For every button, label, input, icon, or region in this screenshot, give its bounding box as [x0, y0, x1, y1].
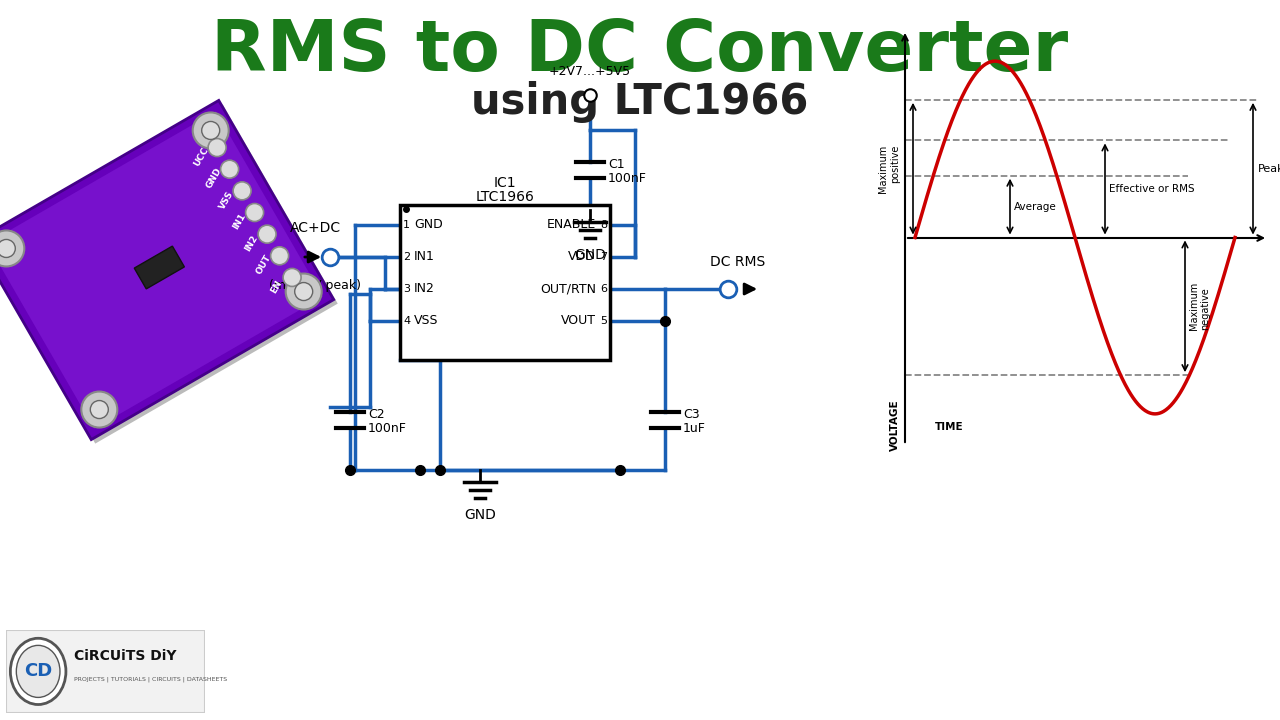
Text: 100nF: 100nF [369, 421, 407, 434]
Text: 1: 1 [403, 220, 410, 230]
Text: VOUT: VOUT [561, 315, 596, 328]
Text: LTC1966: LTC1966 [476, 190, 535, 204]
Text: using LTC1966: using LTC1966 [471, 81, 809, 123]
Text: 2: 2 [403, 252, 410, 262]
Text: EN: EN [269, 278, 284, 294]
Text: 100nF: 100nF [608, 171, 646, 184]
Polygon shape [0, 112, 323, 428]
Circle shape [0, 230, 24, 266]
Bar [134, 246, 184, 289]
Text: OUT/RTN: OUT/RTN [540, 282, 596, 295]
Text: IN2: IN2 [243, 233, 260, 253]
Text: Average: Average [1014, 202, 1057, 212]
Text: VSS: VSS [218, 189, 236, 210]
Text: Peak: Peak [1258, 163, 1280, 174]
Text: ENABLE: ENABLE [547, 218, 596, 232]
Text: IN1: IN1 [413, 251, 435, 264]
Circle shape [246, 204, 264, 222]
Text: VDD: VDD [568, 251, 596, 264]
Bar [399, 205, 611, 360]
Circle shape [259, 225, 276, 243]
Text: UCC: UCC [192, 145, 210, 168]
Circle shape [91, 400, 109, 418]
Circle shape [270, 247, 288, 265]
Circle shape [17, 645, 60, 698]
Text: OUT: OUT [255, 253, 273, 276]
Circle shape [10, 638, 67, 704]
Text: GND: GND [573, 248, 605, 262]
Text: Maximum
negative: Maximum negative [1189, 282, 1211, 330]
Text: 6: 6 [600, 284, 607, 294]
Text: (max.1V peak): (max.1V peak) [269, 279, 361, 292]
Text: Maximum
positive: Maximum positive [878, 145, 900, 193]
Text: DC RMS: DC RMS [710, 255, 765, 269]
Text: C1: C1 [608, 158, 625, 171]
Circle shape [202, 122, 220, 140]
Circle shape [285, 274, 321, 310]
Text: VOLTAGE: VOLTAGE [890, 399, 900, 451]
Text: 7: 7 [600, 252, 607, 262]
Text: CD: CD [24, 662, 52, 680]
Text: 3: 3 [403, 284, 410, 294]
Text: AC+DC: AC+DC [289, 221, 340, 235]
Text: GND: GND [413, 218, 443, 232]
Text: 4: 4 [403, 316, 410, 326]
Text: CiRCUiTS DiY: CiRCUiTS DiY [74, 649, 177, 663]
Circle shape [283, 269, 301, 287]
Text: RMS to DC Converter: RMS to DC Converter [211, 17, 1069, 86]
Circle shape [0, 240, 15, 258]
Circle shape [209, 138, 227, 156]
Text: GND: GND [465, 508, 495, 522]
Circle shape [294, 282, 312, 300]
Polygon shape [0, 104, 338, 444]
Text: TIME: TIME [934, 422, 964, 432]
Text: PROJECTS | TUTORIALS | CIRCUITS | DATASHEETS: PROJECTS | TUTORIALS | CIRCUITS | DATASH… [74, 677, 227, 683]
Polygon shape [0, 100, 334, 440]
Text: IC1: IC1 [494, 176, 516, 190]
Text: 5: 5 [600, 316, 607, 326]
Text: IN2: IN2 [413, 282, 435, 295]
Circle shape [233, 182, 251, 200]
Text: IN1: IN1 [230, 212, 247, 231]
Text: Effective or RMS: Effective or RMS [1108, 184, 1194, 194]
Text: GND: GND [205, 166, 224, 190]
Circle shape [220, 160, 238, 178]
Text: 1uF: 1uF [684, 421, 705, 434]
Text: C3: C3 [684, 408, 700, 421]
Text: +2V7...+5V5: +2V7...+5V5 [549, 65, 631, 78]
Text: VSS: VSS [413, 315, 439, 328]
Text: C2: C2 [369, 408, 384, 420]
Circle shape [193, 112, 229, 148]
Circle shape [82, 392, 118, 428]
Text: 8: 8 [600, 220, 607, 230]
